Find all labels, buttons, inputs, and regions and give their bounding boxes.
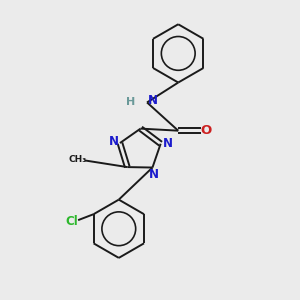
Text: CH₃: CH₃ (68, 155, 86, 164)
Text: N: N (108, 135, 118, 148)
Text: N: N (149, 169, 159, 182)
Text: O: O (200, 124, 211, 137)
Text: N: N (163, 137, 173, 150)
Text: Cl: Cl (66, 215, 79, 228)
Text: H: H (126, 98, 135, 107)
Text: N: N (147, 94, 158, 107)
